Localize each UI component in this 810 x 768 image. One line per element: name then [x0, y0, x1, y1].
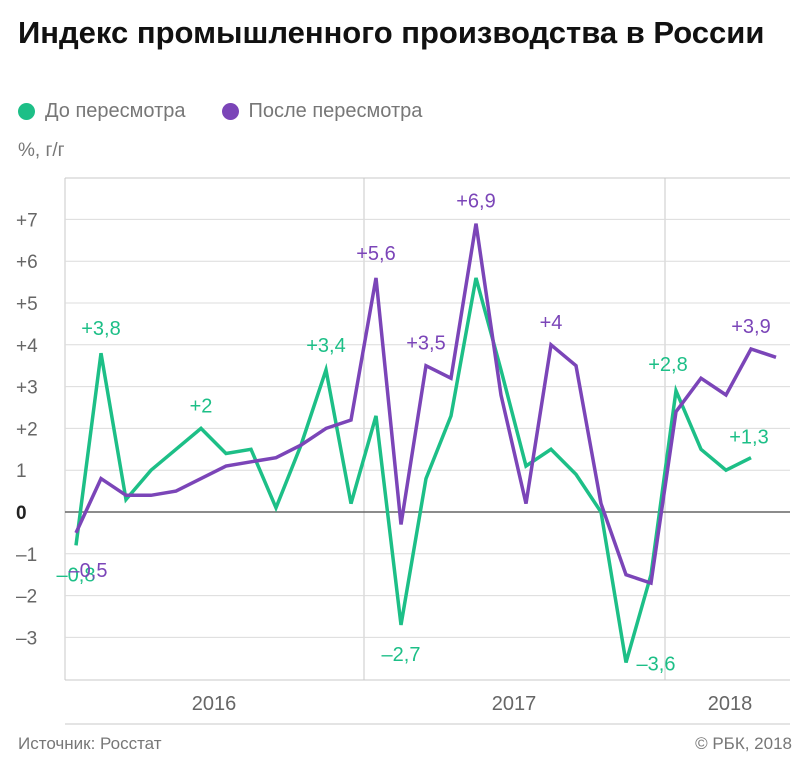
- legend-dot-before-icon: [18, 103, 35, 120]
- source-note: Источник: Росстат: [18, 734, 162, 753]
- data-label: +4: [540, 312, 563, 334]
- data-label: +3,4: [306, 335, 345, 357]
- data-label: +5,6: [356, 243, 395, 265]
- legend: До пересмотра После пересмотра: [18, 100, 422, 123]
- unit-label: %, г/г: [18, 140, 65, 161]
- y-tick-label: +2: [16, 419, 38, 440]
- y-tick-label: –2: [16, 587, 37, 608]
- y-tick-label: 0: [16, 503, 27, 524]
- data-label: –2,7: [382, 644, 421, 666]
- data-label: +6,9: [456, 191, 495, 213]
- data-label: –0,8: [57, 564, 96, 586]
- data-label: +2,8: [648, 354, 687, 376]
- data-label: –0,5: [69, 560, 108, 582]
- data-label: +3,8: [81, 318, 120, 340]
- y-tick-label: +5: [16, 294, 38, 315]
- series-line-1: [74, 223, 777, 586]
- y-tick-label: –3: [16, 628, 37, 649]
- y-tick-label: –1: [16, 545, 37, 566]
- legend-label-after: После пересмотра: [248, 100, 423, 122]
- chart-title: Индекс промышленного производства в Росс…: [18, 15, 765, 50]
- y-tick-label: +3: [16, 378, 38, 399]
- legend-dot-after-icon: [221, 103, 239, 120]
- x-tick-label: 2016: [192, 693, 237, 715]
- x-tick-label: 2017: [492, 693, 537, 715]
- series-line-0: [74, 277, 752, 663]
- legend-item-after: После пересмотра: [221, 100, 423, 123]
- data-label: –3,6: [637, 653, 676, 675]
- data-label: +3,5: [406, 333, 445, 355]
- y-tick-label: +7: [16, 210, 38, 231]
- copyright-note: © РБК, 2018: [695, 734, 792, 753]
- x-tick-label: 2018: [708, 693, 753, 715]
- y-tick-label: +6: [16, 252, 38, 273]
- data-label: +2: [190, 395, 213, 417]
- data-label: +1,3: [729, 427, 768, 449]
- y-tick-label: +4: [16, 336, 38, 357]
- data-label: +3,9: [731, 316, 770, 338]
- legend-item-before: До пересмотра: [18, 100, 186, 123]
- y-tick-label: 1: [16, 461, 27, 482]
- legend-label-before: До пересмотра: [45, 100, 186, 122]
